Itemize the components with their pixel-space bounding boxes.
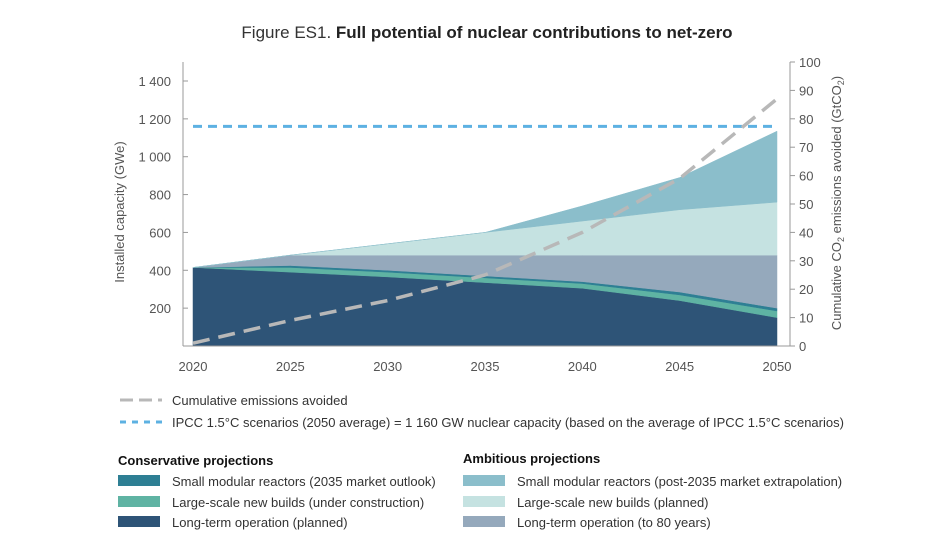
x-tick-label: 2040 — [568, 359, 597, 374]
legend-label: Large-scale new builds (planned) — [517, 495, 709, 510]
y2-tick-label: 100 — [799, 55, 821, 70]
legend-swatch — [463, 475, 505, 486]
legend-cumulative-label: Cumulative emissions avoided — [172, 393, 348, 408]
y2-label-sub: 2 — [836, 237, 846, 242]
lines — [192, 97, 779, 345]
y-tick-label: 200 — [149, 301, 171, 316]
legend-ipcc-label: IPCC 1.5°C scenarios (2050 average) = 1 … — [172, 415, 844, 430]
legend-swatch — [118, 475, 160, 486]
stacked-areas — [192, 130, 778, 347]
y2-tick-label: 60 — [799, 169, 813, 184]
legend-swatch — [463, 496, 505, 507]
chart-title: Figure ES1. Full potential of nuclear co… — [241, 23, 732, 42]
y2-label-sub: 2 — [836, 80, 846, 85]
legend: Cumulative emissions avoided IPCC 1.5°C … — [118, 393, 844, 530]
title-prefix: Figure ES1. — [241, 23, 331, 42]
title-main: Full potential of nuclear contributions … — [336, 23, 733, 42]
y-axis-label: Installed capacity (GWe) — [112, 141, 127, 282]
y2-label-part: ) — [829, 76, 844, 80]
y2-tick-label: 70 — [799, 140, 813, 155]
y2-label-part: Cumulative CO — [829, 242, 844, 330]
y2-tick-label: 90 — [799, 83, 813, 98]
y2-tick-label: 10 — [799, 311, 813, 326]
x-tick-label: 2035 — [471, 359, 500, 374]
y2-tick-label: 0 — [799, 339, 806, 354]
y2-label-part: emissions avoided (GtCO — [829, 85, 844, 237]
y2-tick-label: 80 — [799, 112, 813, 127]
y2-axis-label: Cumulative CO2 emissions avoided (GtCO2) — [829, 76, 846, 330]
cumulative-emissions-line — [192, 97, 779, 345]
y-tick-label: 800 — [149, 188, 171, 203]
x-tick-label: 2020 — [179, 359, 208, 374]
legend-swatch — [463, 516, 505, 527]
y-tick-label: 600 — [149, 225, 171, 240]
y-tick-label: 1 200 — [138, 112, 171, 127]
y2-tick-label: 30 — [799, 254, 813, 269]
y2-tick-label: 50 — [799, 197, 813, 212]
legend-items: Small modular reactors (2035 market outl… — [118, 474, 842, 530]
legend-label: Small modular reactors (2035 market outl… — [172, 474, 436, 489]
x-tick-label: 2045 — [665, 359, 694, 374]
legend-label: Large-scale new builds (under constructi… — [172, 495, 424, 510]
legend-swatch — [118, 496, 160, 507]
area-small-modular-reactors-post-2035-market-extrapolation — [192, 130, 778, 268]
y-tick-label: 400 — [149, 263, 171, 278]
y2-tick-label: 20 — [799, 282, 813, 297]
legend-label: Long-term operation (planned) — [172, 515, 348, 530]
y2-tick-label: 40 — [799, 225, 813, 240]
legend-swatch — [118, 516, 160, 527]
legend-ambitious-heading: Ambitious projections — [463, 451, 600, 466]
x-tick-label: 2050 — [763, 359, 792, 374]
x-tick-label: 2025 — [276, 359, 305, 374]
y-tick-label: 1 400 — [138, 74, 171, 89]
y-tick-label: 1 000 — [138, 150, 171, 165]
legend-label: Small modular reactors (post-2035 market… — [517, 474, 842, 489]
legend-conservative-heading: Conservative projections — [118, 453, 273, 468]
x-tick-label: 2030 — [373, 359, 402, 374]
legend-label: Long-term operation (to 80 years) — [517, 515, 711, 530]
